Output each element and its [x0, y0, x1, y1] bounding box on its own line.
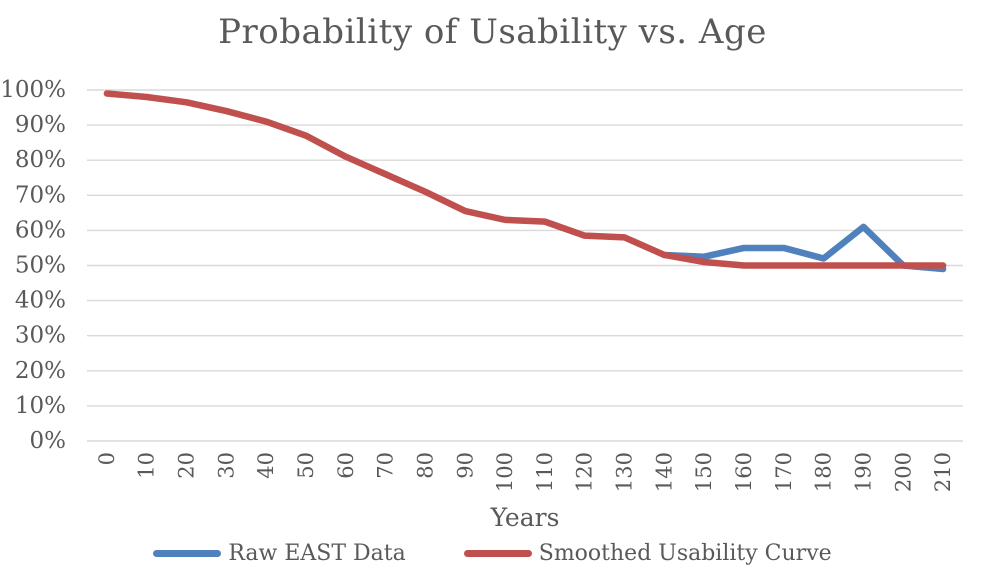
x-tick-label: 210 [931, 452, 955, 492]
legend: Raw EAST Data Smoothed Usability Curve [0, 541, 985, 566]
x-tick-label: 40 [254, 452, 278, 479]
y-tick-label: 50% [15, 253, 66, 279]
x-tick-label: 170 [772, 452, 796, 492]
x-tick-label: 130 [613, 452, 637, 492]
x-tick-label: 80 [413, 452, 437, 479]
y-tick-label: 60% [15, 217, 66, 243]
x-tick-label: 160 [732, 452, 756, 492]
y-tick-label: 80% [15, 147, 66, 173]
legend-label: Smoothed Usability Curve [538, 541, 832, 566]
y-tick-label: 20% [15, 358, 66, 384]
x-tick-label: 110 [533, 452, 557, 492]
y-tick-label: 0% [30, 428, 67, 454]
x-tick-label: 50 [294, 452, 318, 479]
x-tick-label: 140 [652, 452, 676, 492]
legend-line-swatch-raw-east-data [153, 550, 222, 557]
x-tick-label: 10 [135, 452, 159, 479]
x-tick-label: 180 [812, 452, 836, 492]
legend-item-raw-east-data: Raw EAST Data [153, 541, 406, 566]
x-tick-label: 150 [692, 452, 716, 492]
x-tick-label: 20 [175, 452, 199, 479]
x-tick-label: 0 [95, 452, 119, 465]
legend-line-swatch-smoothed-usability-curve [463, 550, 532, 557]
y-tick-label: 30% [15, 323, 66, 349]
x-tick-label: 90 [453, 452, 477, 479]
legend-label: Raw EAST Data [228, 541, 406, 566]
y-tick-label: 100% [0, 77, 66, 103]
legend-item-smoothed-usability-curve: Smoothed Usability Curve [463, 541, 832, 566]
y-tick-label: 10% [15, 393, 66, 419]
series-line-raw-east-data [661, 223, 947, 273]
chart-title: Probability of Usability vs. Age [218, 12, 767, 52]
x-tick-label: 120 [573, 452, 597, 492]
x-tick-label: 200 [891, 452, 915, 492]
x-tick-label: 30 [214, 452, 238, 479]
x-tick-label: 190 [851, 452, 875, 492]
y-tick-label: 70% [15, 182, 66, 208]
x-axis-title: Years [490, 503, 560, 532]
x-tick-label: 70 [374, 452, 398, 479]
series-line-smoothed-usability-curve [103, 90, 947, 269]
y-tick-label: 90% [15, 112, 66, 138]
x-tick-label: 60 [334, 452, 358, 479]
x-tick-label: 100 [493, 452, 517, 492]
y-tick-label: 40% [15, 288, 66, 314]
